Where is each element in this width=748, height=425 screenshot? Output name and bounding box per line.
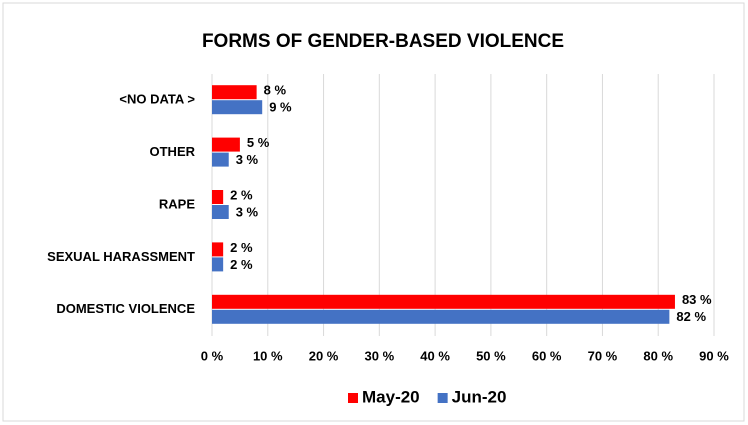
bar (212, 242, 224, 257)
bar (212, 309, 670, 324)
x-tick-label: 30 % (365, 348, 395, 363)
chart-title: FORMS OF GENDER-BASED VIOLENCE (202, 31, 564, 52)
category-label: RAPE (159, 196, 195, 211)
x-tick-label: 90 % (699, 348, 729, 363)
category-label: <NO DATA > (119, 92, 195, 107)
value-label: 8 % (264, 83, 287, 98)
x-tick-label: 70 % (588, 348, 618, 363)
bar (212, 85, 257, 100)
value-label: 83 % (682, 292, 712, 307)
bar (212, 205, 229, 219)
x-tick-label: 50 % (476, 348, 506, 363)
x-tick-label: 60 % (532, 348, 562, 363)
value-label: 3 % (236, 152, 259, 167)
bar (212, 257, 224, 272)
bar (212, 294, 675, 309)
value-label: 2 % (230, 240, 253, 255)
value-label: 5 % (247, 135, 270, 150)
bar (212, 152, 229, 167)
bar (212, 137, 240, 152)
x-tick-label: 80 % (643, 348, 673, 363)
category-label: OTHER (150, 144, 196, 159)
bar (212, 100, 263, 115)
x-tick-label: 40 % (420, 348, 450, 363)
x-tick-label: 20 % (309, 348, 339, 363)
legend-swatch (437, 393, 448, 403)
legend-swatch (348, 393, 358, 403)
bar (212, 190, 224, 204)
category-label: SEXUAL HARASSMENT (47, 249, 195, 264)
x-tick-label: 10 % (253, 348, 283, 363)
value-label: 82 % (676, 309, 706, 324)
category-label: DOMESTIC VIOLENCE (56, 301, 195, 316)
x-tick-label: 0 % (201, 348, 224, 363)
value-label: 9 % (269, 100, 292, 115)
value-label: 3 % (236, 204, 259, 219)
legend-label: Jun-20 (452, 387, 507, 406)
value-label: 2 % (230, 257, 253, 272)
value-label: 2 % (230, 187, 253, 202)
legend-label: May-20 (362, 387, 420, 406)
